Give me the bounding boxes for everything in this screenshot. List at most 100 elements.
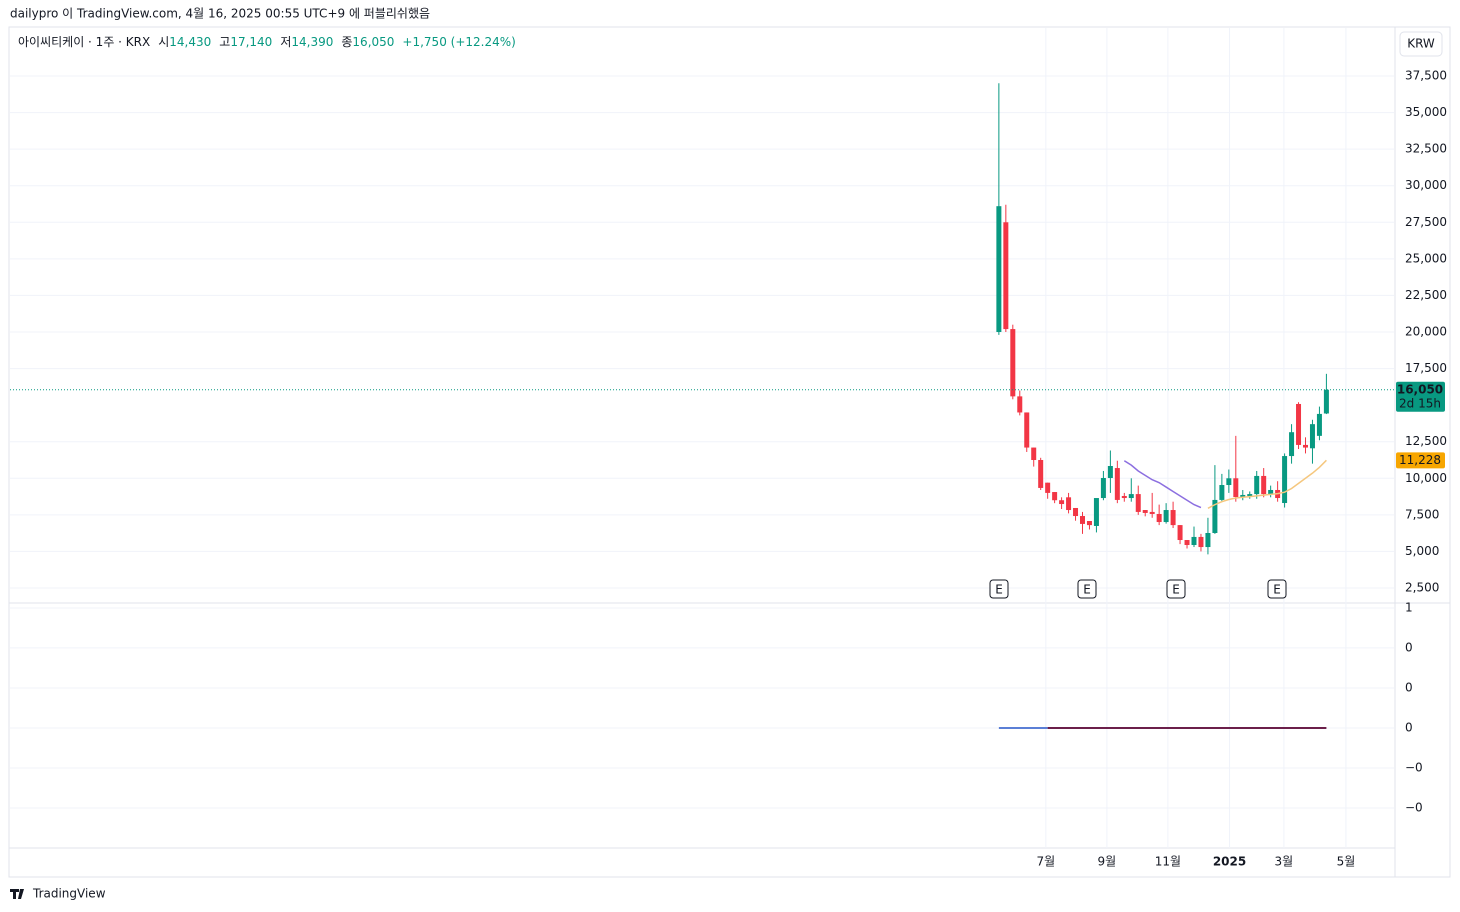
y-tick-label: 0 [1405, 640, 1413, 654]
y-tick-label: 32,500 [1405, 142, 1447, 156]
ohlc-key: 저 [280, 35, 291, 49]
candle-body [1268, 489, 1274, 495]
change: +1,750 (+12.24%) [402, 35, 515, 49]
header: dailypro 이 TradingView.com, 4월 16, 2025 … [10, 7, 430, 21]
legend: 아이씨티케이 · 1주 · KRX 시14,430 고17,140 저14,390 종1… [18, 35, 516, 49]
y-tick-label: 0 [1405, 720, 1413, 734]
currency-button[interactable] [1399, 31, 1443, 57]
earnings-label: E [1172, 583, 1180, 597]
candle-body [1302, 444, 1308, 448]
ma-price-box [1396, 452, 1445, 469]
candle-body [1198, 536, 1204, 548]
candle-body [1114, 468, 1120, 500]
y-tick-label: 17,500 [1405, 361, 1447, 375]
y-tick-label: 5,000 [1405, 544, 1439, 558]
y-tick-label: 7,500 [1405, 507, 1439, 521]
ohlc-key: 시 [158, 35, 169, 49]
y-tick-label: 10,000 [1405, 471, 1447, 485]
countdown-label: 2d 15h [1399, 396, 1441, 410]
candle-body [1191, 536, 1197, 545]
candle-body [1282, 456, 1288, 504]
candle-body [1052, 492, 1058, 501]
candle-body [1059, 500, 1065, 505]
candle-body [1296, 403, 1302, 445]
candle-body [1038, 459, 1044, 488]
candle-body [1177, 525, 1183, 541]
candle-body [1212, 499, 1218, 533]
x-tick-label: 9월 [1098, 855, 1117, 869]
ohlc-value: 14,390 [291, 35, 333, 49]
y-tick-label: 25,000 [1405, 251, 1447, 265]
candle-body [1031, 447, 1037, 460]
currency-label: KRW [1407, 37, 1435, 51]
candle-body [1135, 494, 1141, 512]
x-tick-label: 5월 [1337, 855, 1356, 869]
candle-body [1261, 475, 1267, 495]
logo-icon [10, 889, 24, 899]
candle-body [1003, 222, 1009, 330]
candle-body [1156, 513, 1162, 523]
candle-body [1309, 424, 1315, 449]
line [1207, 459, 1327, 509]
candle-body [1289, 432, 1295, 457]
earnings-label: E [995, 583, 1003, 597]
ohlc-value: 14,430 [169, 35, 211, 49]
candle-body [1107, 465, 1113, 478]
candle-body [1093, 498, 1099, 526]
earnings-marker [989, 579, 1009, 599]
candle-body [1073, 507, 1079, 517]
candle-body [1205, 532, 1211, 548]
candle-body [1184, 540, 1190, 545]
candle-body [1163, 510, 1169, 523]
x-tick-label: 7월 [1036, 855, 1055, 869]
ma-price-label: 11,228 [1399, 453, 1441, 467]
candle-body [1233, 478, 1239, 498]
y-tick-label: 35,000 [1405, 105, 1447, 119]
symbol: 아이씨티케이 · 1주 · KRX [18, 35, 150, 49]
y-tick-label: 12,500 [1405, 434, 1447, 448]
candle-body [1079, 516, 1085, 524]
y-tick-label: 1 [1405, 600, 1413, 614]
y-tick-label: 27,500 [1405, 215, 1447, 229]
earnings-label: E [1273, 583, 1281, 597]
candle-body [1149, 511, 1155, 514]
candle-body [1170, 510, 1176, 526]
candle-body [1010, 329, 1016, 397]
earnings-marker [1267, 579, 1287, 599]
x-tick-label: 3월 [1275, 855, 1294, 869]
y-tick-label: 22,500 [1405, 288, 1447, 302]
candle-body [1066, 497, 1072, 511]
candle-body [1086, 521, 1092, 526]
ohlc-key: 종 [341, 35, 352, 49]
earnings-label: E [1083, 583, 1091, 597]
candle-body [1100, 477, 1106, 499]
line [1123, 460, 1202, 509]
candle-body [1045, 482, 1051, 493]
last-price-box [1396, 381, 1445, 412]
earnings-marker [1166, 579, 1186, 599]
candle-body [1247, 494, 1253, 496]
candle-body [1024, 412, 1030, 448]
candle-body [1226, 478, 1232, 486]
y-tick-label: 37,500 [1405, 68, 1447, 82]
footer-logo: TradingView [32, 887, 106, 901]
y-tick-label: 2,500 [1405, 581, 1439, 595]
x-tick-label: 11월 [1155, 855, 1181, 869]
candle-body [1121, 495, 1127, 499]
frame [8, 26, 1451, 878]
y-tick-label: 20,000 [1405, 324, 1447, 338]
candle-body [996, 206, 1002, 332]
ohlc-key: 고 [219, 35, 230, 49]
y-tick-label: 30,000 [1405, 178, 1447, 192]
candle-body [1240, 494, 1246, 498]
candle-body [1219, 485, 1225, 500]
x-tick-label: 2025 [1213, 855, 1246, 869]
ohlc-value: 17,140 [230, 35, 272, 49]
y-tick-label: 0 [1405, 681, 1413, 695]
y-tick-label: −0 [1405, 801, 1423, 815]
candle-body [1142, 510, 1148, 513]
candle-body [1254, 475, 1260, 495]
candle-body [1316, 413, 1322, 436]
candle-body [1323, 389, 1329, 414]
